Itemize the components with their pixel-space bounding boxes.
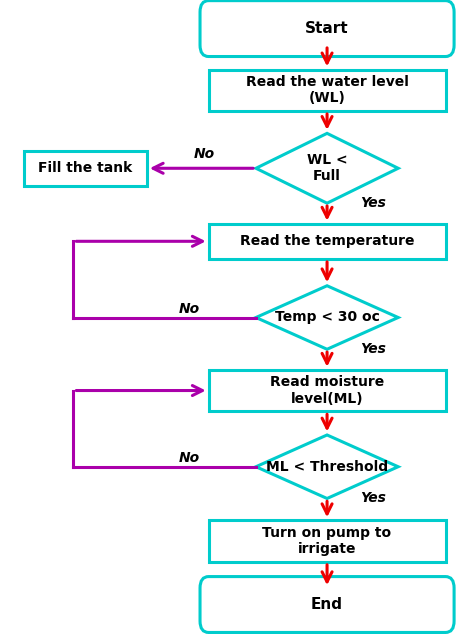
Bar: [209, 370, 446, 411]
Text: Yes: Yes: [360, 196, 386, 210]
Polygon shape: [256, 435, 398, 498]
Polygon shape: [256, 133, 398, 203]
Text: Read moisture
level(ML): Read moisture level(ML): [270, 375, 384, 406]
Text: End: End: [311, 597, 343, 612]
Text: No: No: [179, 302, 200, 316]
Text: No: No: [193, 147, 214, 161]
Text: WL <
Full: WL < Full: [307, 153, 347, 184]
Polygon shape: [256, 286, 398, 349]
Text: Read the temperature: Read the temperature: [240, 234, 414, 248]
Text: Turn on pump to
irrigate: Turn on pump to irrigate: [263, 526, 392, 556]
Bar: [209, 521, 446, 561]
Text: Fill the tank: Fill the tank: [38, 161, 132, 175]
FancyBboxPatch shape: [200, 577, 454, 632]
Text: No: No: [179, 451, 200, 465]
Text: Temp < 30 oc: Temp < 30 oc: [274, 311, 380, 324]
Text: Yes: Yes: [360, 491, 386, 505]
FancyBboxPatch shape: [200, 1, 454, 57]
Text: ML < Threshold: ML < Threshold: [266, 460, 388, 474]
Text: Yes: Yes: [360, 342, 386, 356]
Text: Read the water level
(WL): Read the water level (WL): [246, 75, 409, 105]
Bar: [24, 151, 147, 185]
Bar: [209, 224, 446, 259]
Text: Start: Start: [305, 21, 349, 36]
Bar: [209, 70, 446, 110]
